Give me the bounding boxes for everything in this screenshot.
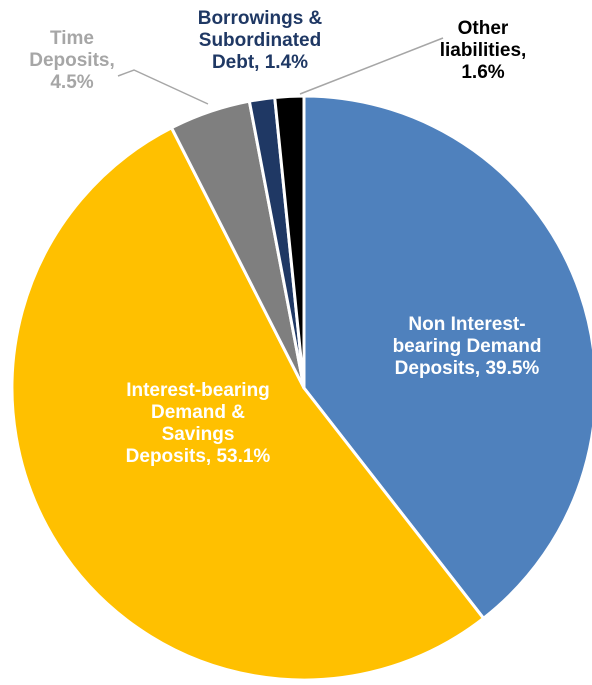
slice-label-line: Deposits, 39.5% — [395, 358, 540, 379]
slice-label-line: Subordinated — [199, 30, 321, 51]
slice-label-line: Deposits, — [29, 50, 115, 71]
slice-label-time-deposits: Time Deposits, 4.5% — [29, 28, 115, 93]
slice-label-other-liabilities: Other liabilities, 1.6% — [440, 18, 527, 83]
leader-line-time-deposits — [117, 69, 209, 105]
slice-label-line: Demand & — [151, 402, 245, 423]
slice-label-line: Interest-bearing — [126, 380, 270, 401]
slice-label-line: Non Interest- — [408, 314, 525, 335]
slice-label-line: liabilities, — [440, 40, 527, 61]
slice-label-line: Other — [458, 18, 509, 39]
pie-slice-non-interest-bearing-demand-deposits — [302, 94, 592, 620]
slice-labels: Non Interest-bearing Demand Deposits, 39.… — [29, 8, 541, 467]
slice-label-non-interest-bearing-demand-deposits: Non Interest-bearing Demand Deposits, 39.… — [393, 314, 542, 379]
pie-slice-interest-bearing-demand-savings-deposits — [10, 126, 486, 682]
slice-label-line: Savings — [162, 424, 235, 445]
slice-label-line: Debt, 1.4% — [212, 52, 308, 73]
slice-label-borrowings-subordinated-debt: Borrowings & Subordinated Debt, 1.4% — [198, 8, 323, 73]
slice-label-interest-bearing-demand-savings-deposits: Interest-bearing Demand & Savings Deposits,… — [126, 380, 271, 467]
slice-label-line: 1.6% — [461, 62, 504, 83]
slice-label-line: Deposits, 53.1% — [126, 446, 271, 467]
pie-slices — [10, 94, 592, 682]
pie-slice-other-liabilities — [273, 94, 306, 390]
slice-label-line: Time — [50, 28, 94, 49]
leader-lines — [117, 37, 444, 105]
leader-line-other-liabilities — [299, 37, 444, 95]
slice-label-line: 4.5% — [50, 72, 93, 93]
slice-label-line: bearing Demand — [393, 336, 542, 357]
slice-label-line: Borrowings & — [198, 8, 323, 29]
